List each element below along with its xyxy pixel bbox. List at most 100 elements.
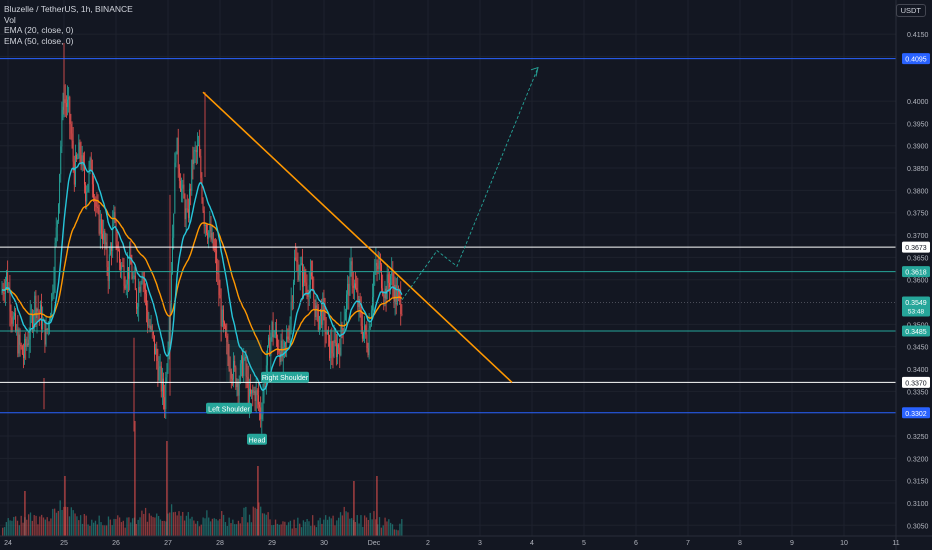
candle-body bbox=[303, 270, 305, 287]
candle-body bbox=[213, 248, 215, 250]
volume-bar bbox=[323, 519, 325, 536]
candle-body bbox=[401, 314, 403, 316]
level-badge-label: 0.4095 bbox=[905, 57, 927, 64]
candle-body bbox=[59, 174, 61, 205]
candle-body bbox=[18, 334, 20, 354]
legend-ema20[interactable]: EMA (20, close, 0) bbox=[4, 25, 74, 35]
candle-body bbox=[34, 295, 36, 316]
volume-bar bbox=[24, 491, 26, 536]
time-axis-tick: 9 bbox=[790, 540, 794, 547]
volume-bar bbox=[107, 516, 110, 536]
volume-bar bbox=[50, 518, 52, 536]
candle-body bbox=[359, 299, 361, 310]
candle-body bbox=[252, 389, 254, 393]
volume-bar bbox=[64, 476, 66, 536]
volume-bar bbox=[126, 517, 128, 536]
candle-body bbox=[11, 317, 13, 324]
volume-bar bbox=[245, 506, 247, 536]
candle-body bbox=[344, 311, 346, 321]
candle-body bbox=[38, 311, 40, 314]
volume-bar bbox=[87, 524, 89, 536]
candle-body bbox=[173, 213, 175, 238]
legend-symbol[interactable]: Bluzelle / TetherUS, 1h, BINANCE bbox=[4, 4, 133, 14]
volume-bar bbox=[250, 522, 253, 536]
volume-bar bbox=[66, 507, 69, 536]
legend-ema50[interactable]: EMA (50, close, 0) bbox=[4, 35, 74, 46]
candle-body bbox=[139, 286, 141, 292]
volume-bar bbox=[152, 517, 154, 536]
chart-legend: Bluzelle / TetherUS, 1h, BINANCE Vol EMA… bbox=[4, 4, 133, 46]
candle-body bbox=[374, 271, 376, 275]
candle-body bbox=[123, 265, 125, 286]
volume-bar bbox=[191, 516, 193, 536]
candle-body bbox=[17, 329, 19, 354]
candle-body bbox=[154, 335, 155, 355]
candle-body bbox=[25, 338, 27, 347]
volume-bar bbox=[273, 524, 275, 536]
legend-volume[interactable]: Vol bbox=[4, 14, 16, 25]
candle-body bbox=[326, 330, 328, 335]
candle-body bbox=[70, 124, 72, 134]
candle-body bbox=[47, 321, 49, 330]
volume-bar bbox=[16, 520, 19, 536]
candle-body bbox=[86, 191, 88, 202]
volume-bar bbox=[209, 521, 212, 536]
candle-body bbox=[316, 305, 318, 308]
volume-bar bbox=[79, 515, 82, 536]
volume-bar bbox=[339, 512, 342, 536]
candle-body bbox=[232, 378, 233, 380]
candle-body bbox=[246, 375, 248, 378]
candle-body bbox=[346, 294, 347, 312]
candle-body bbox=[68, 96, 70, 100]
candle-body bbox=[120, 262, 122, 270]
volume-bar bbox=[130, 522, 132, 536]
volume-bar bbox=[42, 517, 45, 536]
price-axis-tick: 0.3650 bbox=[907, 255, 929, 262]
candle-body bbox=[15, 313, 16, 331]
volume-bar bbox=[180, 515, 182, 536]
price-axis-tick: 0.4150 bbox=[907, 32, 929, 39]
volume-bar bbox=[260, 506, 262, 536]
projection-arrowhead bbox=[530, 66, 539, 77]
candle-body bbox=[39, 304, 41, 314]
candle-body bbox=[398, 291, 399, 293]
candle-body bbox=[89, 158, 91, 168]
candle-body bbox=[368, 328, 370, 356]
candle-body bbox=[228, 355, 230, 370]
volume-bar bbox=[7, 518, 9, 536]
candle-body bbox=[220, 298, 222, 327]
candle-body bbox=[171, 273, 172, 305]
candle-body bbox=[122, 265, 124, 267]
volume-bar bbox=[278, 524, 280, 536]
volume-bar bbox=[2, 527, 4, 536]
candle-body bbox=[296, 259, 298, 262]
candle-body bbox=[334, 339, 336, 343]
candle-body bbox=[20, 344, 22, 347]
candle-body bbox=[323, 298, 325, 308]
price-axis-tick: 0.3700 bbox=[907, 233, 929, 240]
candle-body bbox=[50, 315, 52, 321]
candle-body bbox=[363, 331, 364, 339]
candle-body bbox=[357, 290, 359, 307]
volume-bar bbox=[74, 513, 76, 536]
candle-body bbox=[339, 347, 341, 356]
candle-body bbox=[299, 264, 301, 276]
candle-body bbox=[157, 361, 159, 381]
volume-bar bbox=[46, 517, 48, 536]
volume-bar bbox=[390, 522, 392, 536]
currency-label[interactable]: USDT bbox=[895, 4, 926, 17]
candle-body bbox=[366, 334, 368, 349]
candle-body bbox=[28, 339, 30, 345]
candle-body bbox=[132, 277, 134, 279]
candle-body bbox=[207, 232, 209, 239]
candle-body bbox=[289, 319, 291, 340]
candle-body bbox=[282, 346, 284, 358]
time-axis-tick: 24 bbox=[4, 540, 12, 547]
candle-body bbox=[52, 291, 54, 295]
candle-body bbox=[208, 231, 210, 239]
candle-body bbox=[194, 150, 196, 152]
volume-bar bbox=[347, 512, 349, 536]
volume-bar bbox=[313, 525, 316, 536]
price-axis-tick: 0.3750 bbox=[907, 211, 929, 218]
